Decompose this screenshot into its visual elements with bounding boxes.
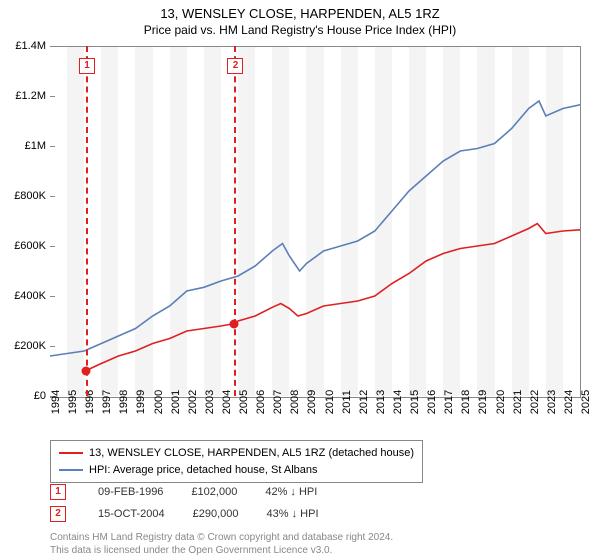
y-tick xyxy=(50,196,55,197)
credit-text: Contains HM Land Registry data © Crown c… xyxy=(50,531,393,557)
sale-diff-2: 43% ↓ HPI xyxy=(267,508,319,520)
x-tick-label: 2007 xyxy=(272,390,284,414)
legend-label-price: 13, WENSLEY CLOSE, HARPENDEN, AL5 1RZ (d… xyxy=(89,445,414,462)
legend-row-price: 13, WENSLEY CLOSE, HARPENDEN, AL5 1RZ (d… xyxy=(59,445,414,462)
x-tick-label: 2018 xyxy=(460,390,472,414)
sale-date-2: 15-OCT-2004 xyxy=(98,508,165,520)
x-tick-label: 2019 xyxy=(477,390,489,414)
legend-swatch-price xyxy=(59,452,83,454)
x-tick-label: 2012 xyxy=(358,390,370,414)
y-tick xyxy=(50,346,55,347)
sale-number-box: 2 xyxy=(227,58,243,74)
x-tick-label: 2025 xyxy=(580,390,592,414)
sale-row-2: 2 15-OCT-2004 £290,000 43% ↓ HPI xyxy=(50,506,319,522)
sale-marker-2-icon: 2 xyxy=(50,506,66,522)
legend-swatch-hpi xyxy=(59,469,83,471)
y-tick xyxy=(50,246,55,247)
sale-dot xyxy=(82,366,91,375)
legend-label-hpi: HPI: Average price, detached house, St A… xyxy=(89,462,318,479)
y-tick-label: £600K xyxy=(14,240,46,252)
x-tick-label: 2020 xyxy=(495,390,507,414)
x-tick-label: 2015 xyxy=(409,390,421,414)
y-tick xyxy=(50,46,55,47)
y-tick-label: £1.2M xyxy=(15,90,46,102)
x-tick-label: 2017 xyxy=(443,390,455,414)
y-tick xyxy=(50,296,55,297)
sale-vline xyxy=(234,46,236,396)
x-tick-label: 2013 xyxy=(375,390,387,414)
sale-row-1: 1 09-FEB-1996 £102,000 42% ↓ HPI xyxy=(50,484,317,500)
x-tick-label: 2004 xyxy=(221,390,233,414)
y-tick xyxy=(50,96,55,97)
y-tick-label: £1.4M xyxy=(15,40,46,52)
plot-area: £0£200K£400K£600K£800K£1M£1.2M£1.4M19941… xyxy=(50,46,580,396)
sale-vline xyxy=(86,46,88,396)
x-tick-label: 2005 xyxy=(238,390,250,414)
chart-container: 13, WENSLEY CLOSE, HARPENDEN, AL5 1RZ Pr… xyxy=(0,0,600,560)
sale-number-box: 1 xyxy=(79,58,95,74)
y-tick xyxy=(50,146,55,147)
sale-marker-1-icon: 1 xyxy=(50,484,66,500)
x-tick-label: 2010 xyxy=(324,390,336,414)
legend-row-hpi: HPI: Average price, detached house, St A… xyxy=(59,462,414,479)
sale-diff-1: 42% ↓ HPI xyxy=(265,486,317,498)
series-hpi xyxy=(50,101,580,356)
credit-line-2: This data is licensed under the Open Gov… xyxy=(50,544,393,557)
legend-box: 13, WENSLEY CLOSE, HARPENDEN, AL5 1RZ (d… xyxy=(50,440,423,483)
line-svg xyxy=(50,46,580,396)
sale-dot xyxy=(230,319,239,328)
x-tick-label: 2021 xyxy=(512,390,524,414)
x-tick-label: 1998 xyxy=(118,390,130,414)
x-tick-label: 1997 xyxy=(101,390,113,414)
chart-subtitle: Price paid vs. HM Land Registry's House … xyxy=(0,23,600,41)
x-tick-label: 2016 xyxy=(426,390,438,414)
x-tick-label: 2023 xyxy=(546,390,558,414)
series-price_paid xyxy=(86,224,580,371)
sale-date-1: 09-FEB-1996 xyxy=(98,486,163,498)
x-tick-label: 2011 xyxy=(341,390,353,414)
x-tick-label: 1999 xyxy=(135,390,147,414)
x-tick-label: 1994 xyxy=(50,390,62,414)
x-tick-label: 2014 xyxy=(392,390,404,414)
x-tick-label: 2003 xyxy=(204,390,216,414)
x-tick-label: 2008 xyxy=(289,390,301,414)
chart-title: 13, WENSLEY CLOSE, HARPENDEN, AL5 1RZ xyxy=(0,0,600,23)
y-tick-label: £800K xyxy=(14,190,46,202)
x-tick-label: 2000 xyxy=(153,390,165,414)
credit-line-1: Contains HM Land Registry data © Crown c… xyxy=(50,531,393,544)
y-tick-label: £400K xyxy=(14,290,46,302)
x-tick-label: 2022 xyxy=(529,390,541,414)
sale-price-2: £290,000 xyxy=(193,508,239,520)
x-tick-label: 2009 xyxy=(306,390,318,414)
x-tick-label: 2002 xyxy=(187,390,199,414)
y-tick-label: £0 xyxy=(34,390,46,402)
y-tick-label: £1M xyxy=(25,140,46,152)
x-tick-label: 2024 xyxy=(563,390,575,414)
sale-price-1: £102,000 xyxy=(191,486,237,498)
x-tick-label: 2001 xyxy=(170,390,182,414)
x-tick-label: 1995 xyxy=(67,390,79,414)
y-tick-label: £200K xyxy=(14,340,46,352)
x-tick-label: 2006 xyxy=(255,390,267,414)
